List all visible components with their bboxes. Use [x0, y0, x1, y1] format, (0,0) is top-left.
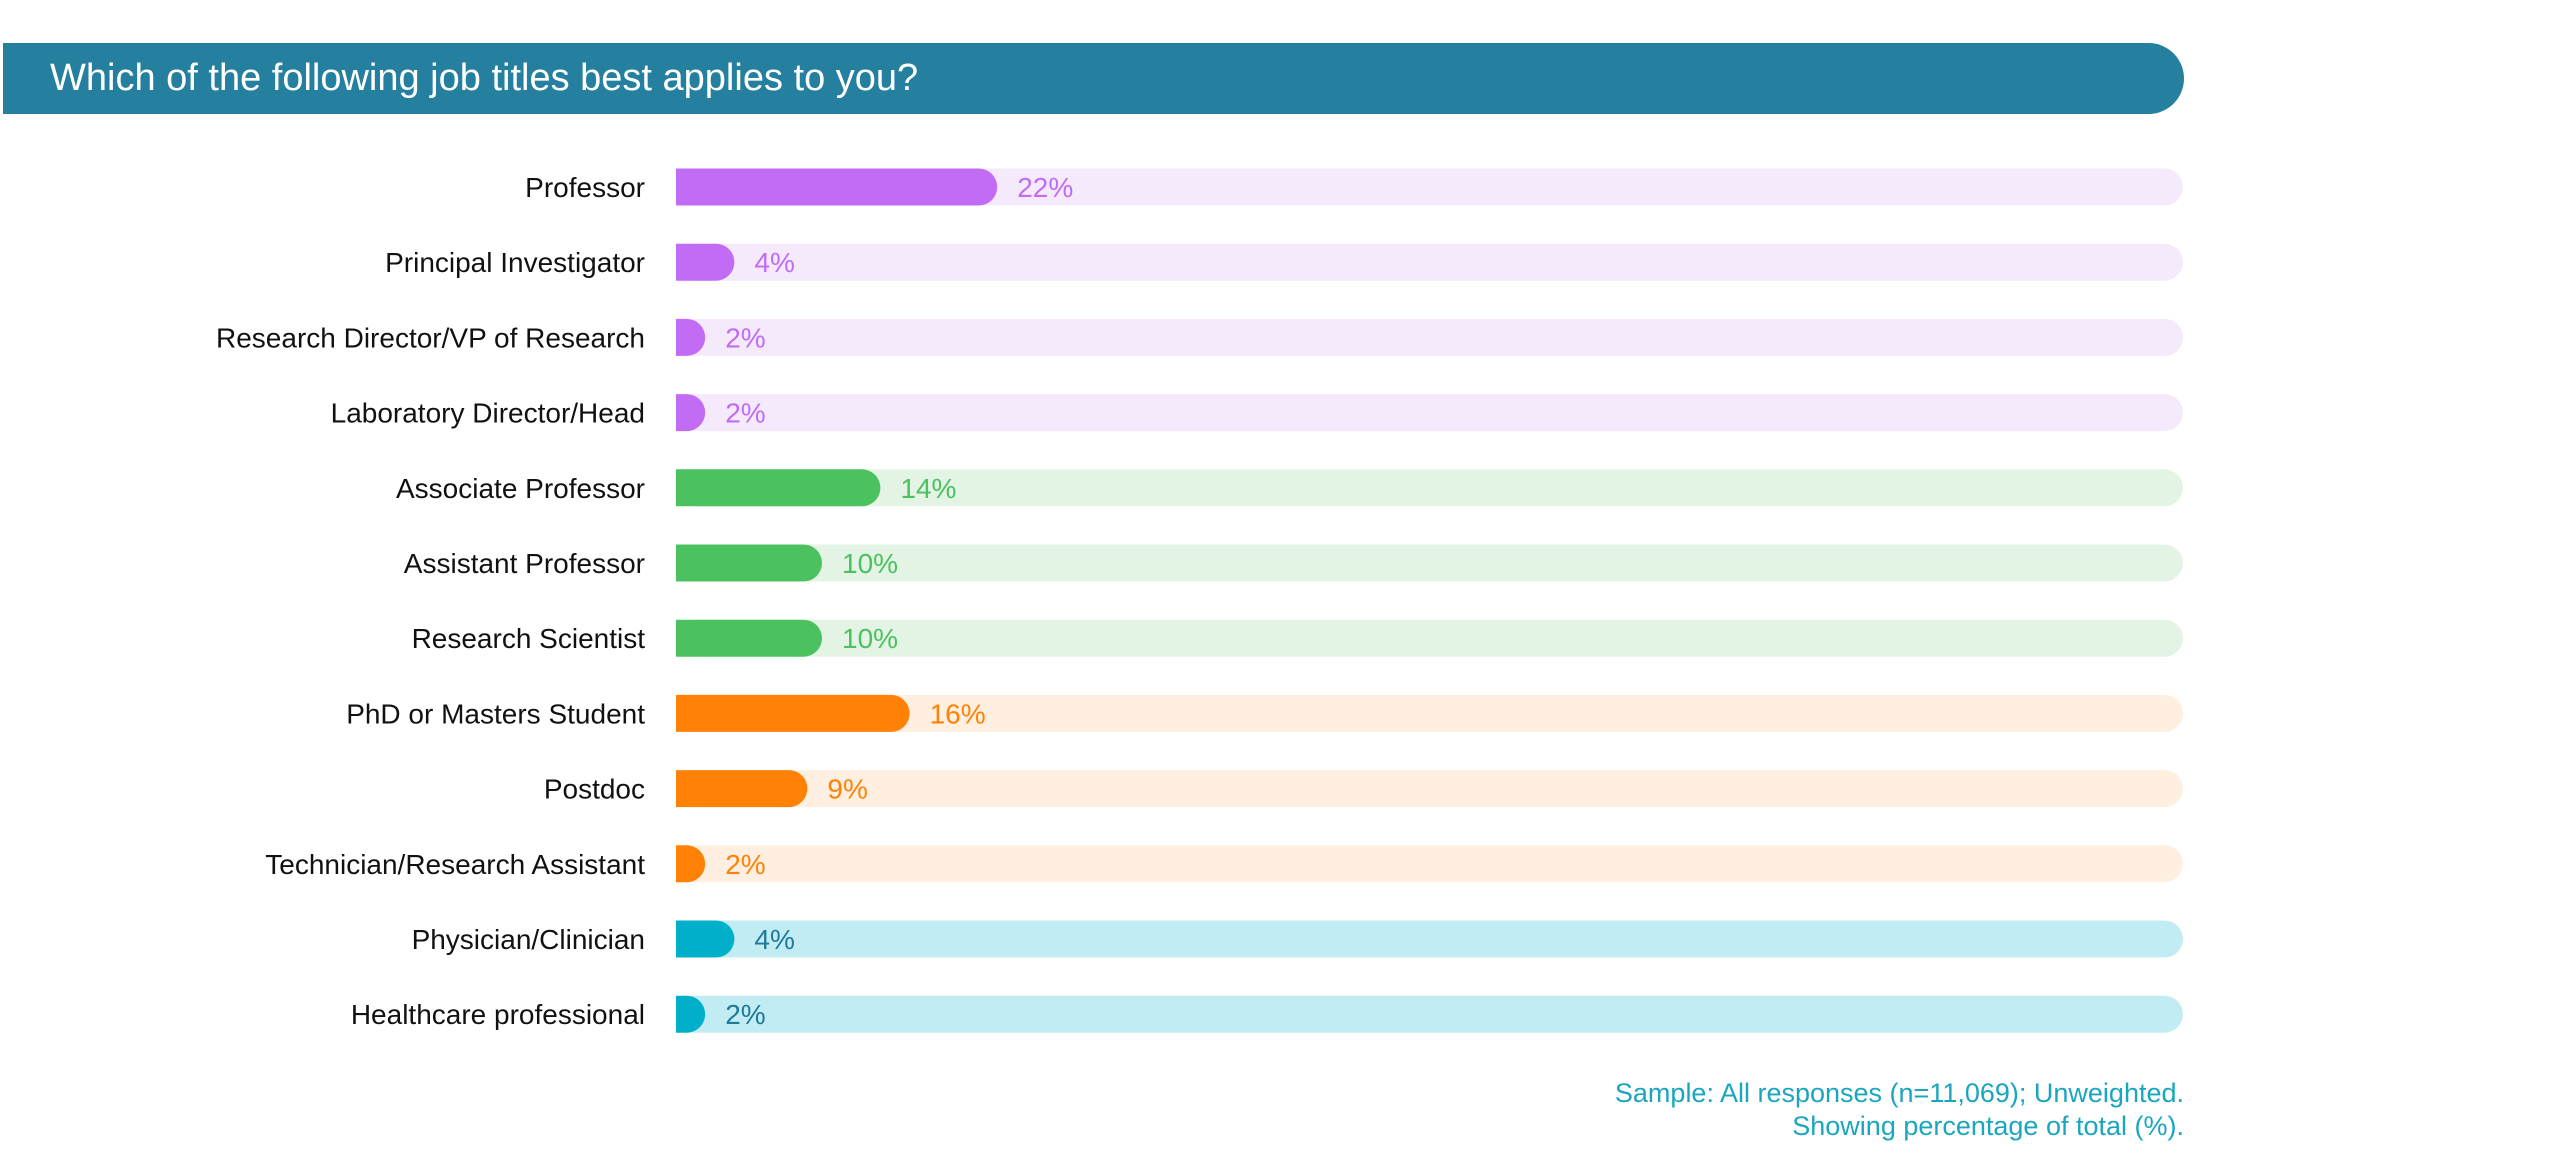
data-label: 10%: [842, 548, 898, 579]
bar-track: [676, 544, 2183, 582]
footnote-line-1: Sample: All responses (n=11,069); Unweig…: [1614, 1078, 2184, 1108]
category-label: Professor: [525, 172, 645, 203]
bar: [676, 544, 822, 582]
bar-track: [676, 845, 2183, 883]
bar: [676, 318, 706, 356]
data-label: 4%: [754, 924, 794, 955]
data-label: 14%: [900, 473, 956, 504]
bar-track: [676, 694, 2183, 732]
category-label: Physician/Clinician: [412, 924, 645, 955]
data-label: 16%: [930, 698, 986, 729]
chart-title: Which of the following job titles best a…: [50, 57, 919, 99]
bar-row: Postdoc 9%: [544, 770, 2183, 808]
bar: [676, 694, 910, 732]
footnote: Sample: All responses (n=11,069); Unweig…: [1615, 1077, 2184, 1143]
category-label: PhD or Masters Student: [346, 698, 645, 729]
bar-row: PhD or Masters Student 16%: [346, 694, 2183, 732]
data-label: 22%: [1017, 172, 1073, 203]
category-label: Laboratory Director/Head: [331, 398, 645, 429]
category-label: Technician/Research Assistant: [265, 849, 645, 880]
bar-track: [676, 920, 2183, 958]
bar: [676, 243, 735, 281]
category-label: Healthcare professional: [351, 999, 645, 1030]
data-label: 2%: [725, 322, 765, 353]
bar-row: Technician/Research Assistant 2%: [265, 845, 2183, 883]
category-label: Research Scientist: [412, 623, 646, 654]
bar: [676, 845, 706, 883]
bar-track: [676, 318, 2183, 356]
bar-row: Research Director/VP of Research 2%: [216, 318, 2183, 356]
bar-track: [676, 770, 2183, 808]
data-label: 9%: [827, 774, 867, 805]
category-label: Assistant Professor: [404, 548, 645, 579]
bar-row: Professor 22%: [525, 168, 2183, 206]
bar: [676, 995, 706, 1033]
data-label: 2%: [725, 398, 765, 429]
bar-row: Research Scientist 10%: [412, 619, 2183, 657]
bar: [676, 469, 881, 507]
bar: [676, 770, 808, 808]
bar-track: [676, 394, 2183, 432]
bar-track: [676, 469, 2183, 507]
category-label: Principal Investigator: [385, 247, 645, 278]
category-label: Postdoc: [544, 774, 645, 805]
bar-row: Principal Investigator 4%: [385, 243, 2183, 281]
category-label: Research Director/VP of Research: [216, 322, 645, 353]
data-label: 10%: [842, 623, 898, 654]
bar-track: [676, 995, 2183, 1033]
bar-row: Physician/Clinician 4%: [412, 920, 2183, 958]
bar-row: Healthcare professional 2%: [351, 995, 2183, 1033]
category-label: Associate Professor: [396, 473, 645, 504]
data-label: 2%: [725, 849, 765, 880]
bar: [676, 920, 735, 958]
data-label: 2%: [725, 999, 765, 1030]
bar-row: Assistant Professor 10%: [404, 544, 2183, 582]
bar-track: [676, 619, 2183, 657]
bar-track: [676, 168, 2183, 206]
title-banner: Which of the following job titles best a…: [3, 43, 2184, 114]
bar-row: Associate Professor 14%: [396, 469, 2183, 507]
footnote-line-2: Showing percentage of total (%).: [1792, 1111, 2184, 1141]
data-label: 4%: [754, 247, 794, 278]
bar: [676, 394, 706, 432]
bar: [676, 619, 822, 657]
bar-row: Laboratory Director/Head 2%: [331, 394, 2183, 432]
bar-track: [676, 243, 2183, 281]
bar: [676, 168, 998, 206]
